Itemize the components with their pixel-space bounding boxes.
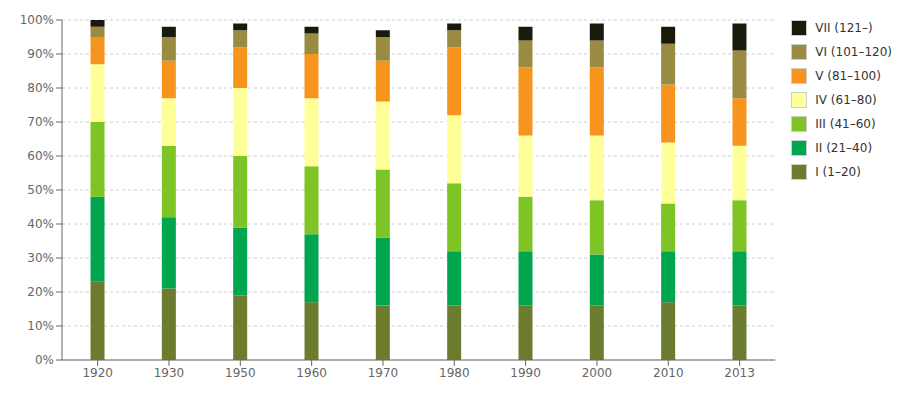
html-text:II (21–40): II (21–40) [815,141,873,155]
svg-text:100%: 100% [20,13,54,27]
html-text:VI (101–120): VI (101–120) [815,45,892,59]
html-text:III (41–60): III (41–60) [815,117,876,131]
svg-text:60%: 60% [27,149,54,163]
html-text:V (81–100): V (81–100) [815,69,881,83]
svg-text:80%: 80% [27,81,54,95]
svg-text:1980: 1980 [439,366,470,380]
svg-text:1920: 1920 [82,366,113,380]
svg-text:2013: 2013 [724,366,755,380]
svg-text:1990: 1990 [510,366,541,380]
svg-text:1930: 1930 [154,366,185,380]
html-text:I (1–20): I (1–20) [815,165,861,179]
svg-text:1970: 1970 [368,366,399,380]
svg-text:70%: 70% [27,115,54,129]
svg-text:1950: 1950 [225,366,256,380]
svg-text:10%: 10% [27,319,54,333]
svg-text:2010: 2010 [653,366,684,380]
svg-text:30%: 30% [27,251,54,265]
svg-text:20%: 20% [27,285,54,299]
html-text:VII (121–): VII (121–) [815,21,873,35]
svg-text:40%: 40% [27,217,54,231]
html-text:IV (61–80): IV (61–80) [815,93,877,107]
svg-text:1960: 1960 [296,366,327,380]
svg-text:90%: 90% [27,47,54,61]
svg-text:2000: 2000 [582,366,613,380]
svg-text:0%: 0% [35,353,54,367]
svg-text:50%: 50% [27,183,54,197]
